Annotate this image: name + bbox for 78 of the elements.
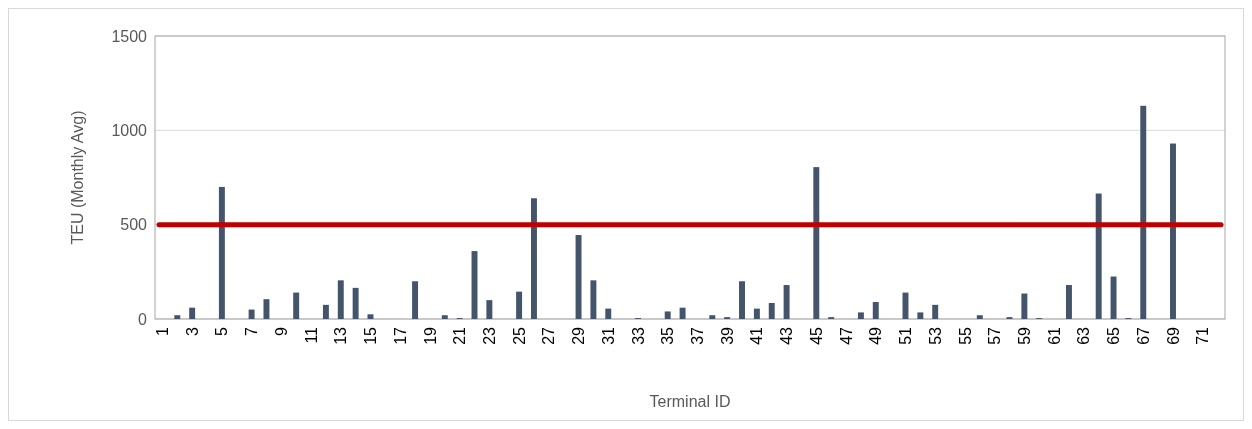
x-tick-label: 11 — [302, 326, 320, 344]
bar — [753, 308, 760, 319]
bar — [293, 292, 300, 319]
bar — [605, 308, 612, 319]
bar — [976, 315, 983, 319]
bar — [932, 304, 939, 319]
bar — [575, 235, 582, 319]
x-tick-label: 41 — [748, 326, 766, 345]
x-tick-label: 67 — [1134, 326, 1152, 345]
x-tick-label: 65 — [1105, 326, 1123, 345]
x-tick-label: 55 — [956, 326, 974, 345]
bar — [174, 315, 181, 319]
bar — [218, 186, 225, 319]
bar — [516, 291, 523, 319]
x-tick-label: 31 — [599, 326, 617, 345]
bar — [189, 307, 196, 319]
x-tick-label: 15 — [362, 326, 380, 345]
bar — [709, 315, 716, 319]
bar — [441, 315, 448, 319]
bar — [1140, 105, 1147, 319]
bar — [248, 309, 255, 319]
x-tick-label: 9 — [272, 326, 290, 336]
bar — [337, 280, 344, 319]
bar — [679, 307, 686, 319]
bar — [739, 281, 745, 319]
bar — [857, 312, 864, 319]
x-tick-label: 23 — [480, 326, 498, 345]
y-tick-label: 500 — [120, 216, 148, 234]
x-tick-label: 57 — [986, 326, 1004, 345]
bar — [1170, 143, 1176, 319]
x-tick-label: 53 — [926, 326, 944, 345]
bar — [590, 280, 597, 319]
x-tick-label: 19 — [421, 326, 439, 345]
x-tick-label: 17 — [391, 326, 409, 345]
bar — [263, 299, 270, 319]
bar — [486, 300, 493, 319]
bar — [783, 285, 790, 319]
x-tick-label: 63 — [1075, 326, 1093, 345]
x-tick-label: 27 — [540, 326, 558, 345]
y-tick-label: 1000 — [111, 121, 148, 139]
bar — [1021, 293, 1028, 319]
bar — [1110, 276, 1117, 319]
bar — [322, 304, 329, 319]
bar — [872, 302, 879, 319]
x-tick-label: 45 — [807, 326, 825, 345]
x-tick-label: 47 — [837, 326, 855, 345]
bar — [530, 198, 537, 319]
bar — [352, 287, 359, 319]
x-tick-label: 3 — [183, 326, 201, 336]
x-tick-label: 35 — [659, 326, 677, 345]
x-tick-label: 33 — [629, 326, 647, 345]
bar — [813, 167, 820, 319]
bar — [664, 311, 671, 319]
x-axis-title: Terminal ID — [649, 393, 731, 410]
bar — [1065, 285, 1072, 319]
bar — [412, 281, 419, 319]
bar — [768, 302, 775, 319]
x-tick-label: 69 — [1164, 326, 1182, 345]
x-tick-label: 37 — [689, 326, 707, 345]
x-tick-label: 7 — [243, 326, 261, 336]
bar — [917, 312, 924, 319]
y-axis-title: TEU (Monthly Avg) — [69, 110, 86, 245]
x-tick-label: 71 — [1194, 326, 1212, 345]
x-tick-label: 51 — [897, 326, 915, 345]
x-tick-label: 5 — [213, 326, 231, 336]
x-tick-label: 39 — [718, 326, 736, 345]
x-tick-label: 1 — [154, 326, 172, 336]
bar — [1095, 193, 1102, 319]
x-tick-label: 13 — [332, 326, 350, 345]
x-tick-label: 29 — [570, 326, 588, 345]
x-tick-label: 43 — [778, 326, 796, 345]
x-tick-label: 25 — [510, 326, 528, 345]
x-tick-label: 61 — [1045, 326, 1063, 345]
x-tick-label: 49 — [867, 326, 885, 345]
y-tick-label: 0 — [138, 310, 148, 328]
x-tick-label: 59 — [1015, 326, 1033, 345]
x-tick-label: 21 — [451, 326, 469, 345]
y-tick-label: 1500 — [111, 27, 148, 45]
